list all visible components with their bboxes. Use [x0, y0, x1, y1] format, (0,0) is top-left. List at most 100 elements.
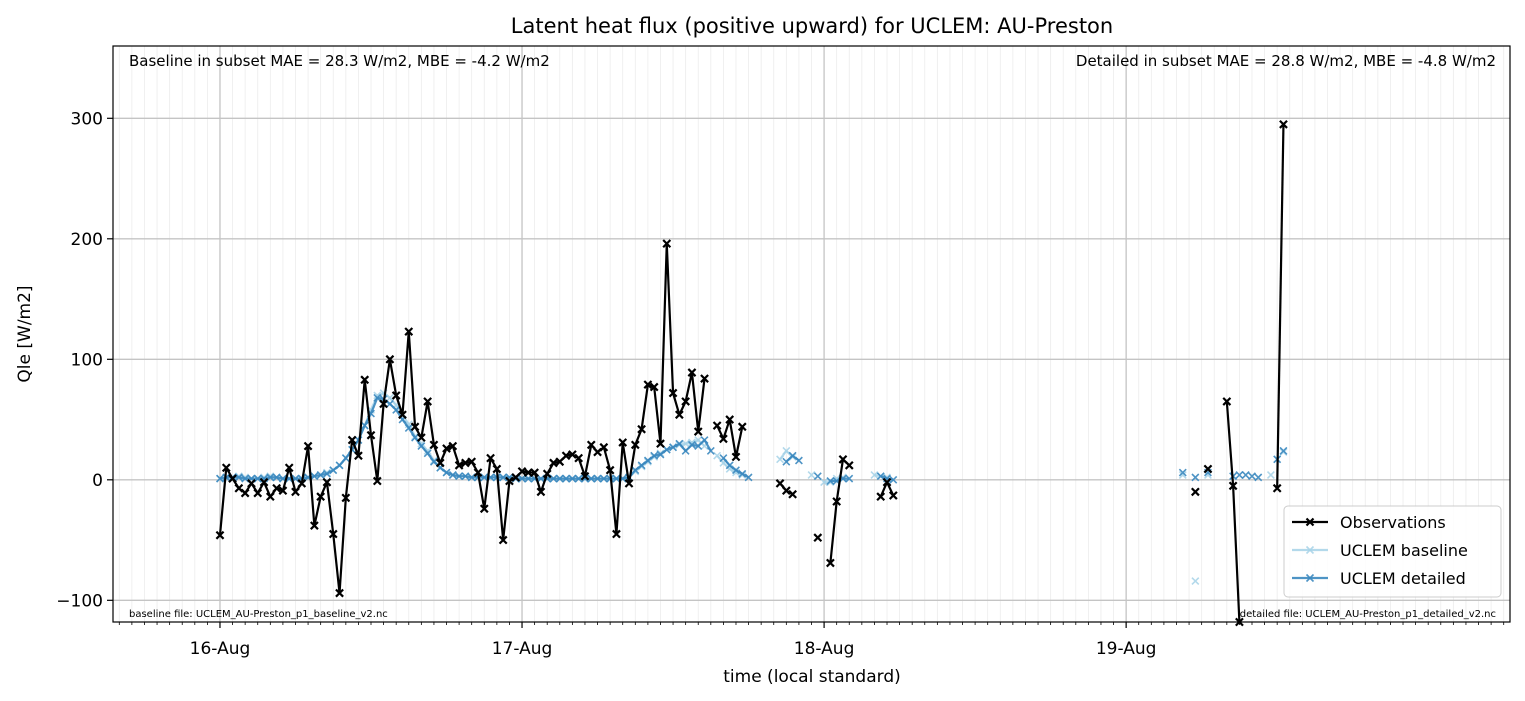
- detailed-point: [631, 466, 640, 475]
- baseline-point: [423, 446, 432, 455]
- observations-point: [630, 440, 640, 450]
- detailed-point: [637, 461, 646, 470]
- detailed-point: [650, 451, 659, 460]
- observations-point: [511, 473, 521, 482]
- observations-point: [1190, 487, 1200, 497]
- baseline-point: [385, 393, 394, 402]
- detailed-point: [656, 450, 665, 459]
- observations-point: [681, 397, 691, 406]
- detailed-point: [794, 456, 803, 465]
- observations-line: [218, 242, 706, 595]
- detailed-point: [499, 473, 508, 482]
- observations-point: [322, 477, 332, 487]
- detailed-point: [700, 436, 709, 445]
- detailed-point: [593, 474, 602, 483]
- observations-point: [303, 441, 313, 451]
- observations-point: [882, 477, 892, 487]
- observations-point: [813, 533, 823, 543]
- detailed-stats: Detailed in subset MAE = 28.8 W/m2, MBE …: [1076, 52, 1496, 70]
- observations-point: [649, 382, 659, 392]
- observations-point: [479, 504, 489, 514]
- y-axis-label: Qle [W/m2]: [15, 285, 35, 382]
- detailed-point: [580, 474, 589, 483]
- observations-point: [259, 477, 269, 487]
- observations-line: [1225, 401, 1241, 623]
- detailed-point: [360, 421, 369, 430]
- observations-point: [347, 435, 357, 445]
- observations-point: [700, 374, 709, 383]
- observations-point: [341, 493, 351, 503]
- baseline-stats: Baseline in subset MAE = 28.3 W/m2, MBE …: [129, 52, 550, 70]
- observations-point: [668, 388, 678, 398]
- x-tick-label: 19-Aug: [1096, 639, 1157, 659]
- observations-point: [429, 440, 439, 450]
- detailed-point: [411, 433, 420, 442]
- detailed-point: [687, 440, 696, 449]
- x-tick-label: 17-Aug: [492, 639, 553, 659]
- observations-point: [888, 491, 898, 500]
- observations-point: [416, 433, 426, 443]
- baseline-point: [776, 455, 785, 464]
- observations-point: [876, 492, 886, 502]
- observations-point: [404, 327, 414, 336]
- detailed-point: [442, 468, 451, 477]
- observations-point: [486, 453, 495, 463]
- detailed-point: [448, 471, 457, 479]
- observations-point: [580, 471, 590, 481]
- observations-point: [360, 375, 370, 385]
- observations-point: [228, 474, 237, 483]
- observations-point: [454, 460, 464, 470]
- observations-point: [719, 434, 728, 444]
- y-tick-label: 100: [71, 350, 103, 370]
- observations-point: [253, 488, 263, 498]
- observations-point: [316, 492, 326, 502]
- observations-point: [448, 441, 458, 451]
- detailed-point: [845, 474, 854, 483]
- observations-point: [775, 479, 785, 488]
- observations-point: [656, 439, 665, 449]
- y-tick-label: 200: [71, 230, 103, 250]
- detailed-point: [429, 457, 438, 466]
- observations-point: [1228, 481, 1238, 491]
- observations-point: [398, 410, 407, 420]
- detailed-point: [612, 474, 621, 483]
- observations-point: [435, 458, 445, 468]
- baseline-point: [1178, 471, 1187, 479]
- detailed-point: [889, 475, 898, 484]
- detailed-point: [329, 466, 338, 475]
- detailed-point: [706, 446, 715, 455]
- observations-point: [473, 468, 483, 477]
- observations-point: [788, 489, 797, 499]
- observations-point: [410, 422, 420, 432]
- detailed-point: [725, 461, 734, 470]
- observations-point: [832, 497, 842, 506]
- observations-point: [781, 486, 791, 496]
- detailed-file-note: detailed file: UCLEM_AU-Preston_p1_detai…: [1240, 609, 1496, 620]
- detailed-point: [782, 457, 791, 466]
- baseline-point: [713, 451, 722, 460]
- observations-point: [549, 458, 558, 468]
- detailed-point: [417, 442, 426, 451]
- observations-point: [826, 558, 835, 568]
- legend-label-baseline: UCLEM baseline: [1340, 541, 1468, 560]
- detailed-point: [643, 456, 652, 465]
- detailed-point: [322, 469, 331, 478]
- observations-point: [379, 399, 388, 409]
- observations-point: [498, 535, 508, 545]
- observations-point: [265, 492, 275, 502]
- observations-point: [542, 469, 552, 479]
- detailed-point: [216, 474, 224, 483]
- observations-point: [309, 521, 319, 530]
- detailed-point: [732, 466, 740, 475]
- observations-point: [240, 488, 250, 498]
- observations-point: [423, 397, 433, 406]
- observations-point: [461, 458, 470, 468]
- detailed-point: [719, 454, 728, 463]
- y-tick-label: 0: [92, 471, 103, 491]
- series-layer: [215, 119, 1288, 627]
- observations-point: [574, 453, 584, 463]
- observations-point: [366, 430, 376, 440]
- observations-point: [1272, 483, 1282, 493]
- detailed-point: [555, 474, 564, 483]
- observations-point: [328, 529, 338, 539]
